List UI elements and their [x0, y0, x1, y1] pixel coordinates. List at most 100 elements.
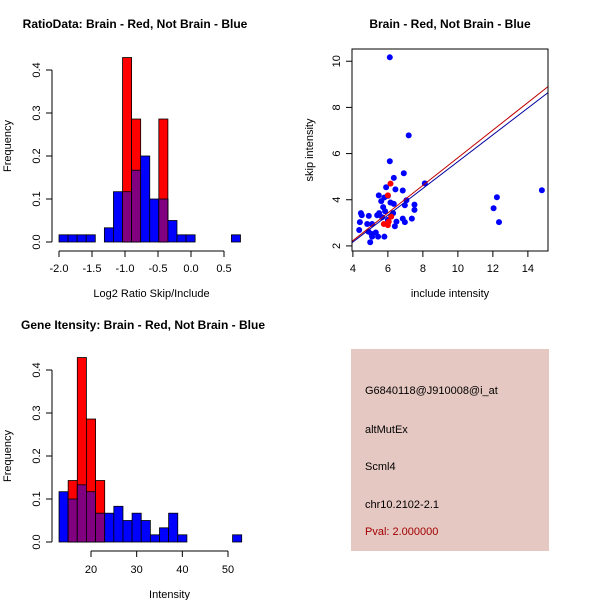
bar-overlap: [122, 191, 133, 243]
fit-line-brain: [352, 86, 548, 242]
y-tick-label: 4: [331, 197, 343, 203]
x-tick-label: 6: [385, 263, 391, 275]
bar-not-brain: [113, 505, 124, 543]
y-tick-label: 0.3: [31, 105, 43, 120]
x-axis-label: Intensity: [149, 589, 190, 600]
bar-not-brain: [104, 512, 115, 543]
y-tick-label: 0.2: [31, 148, 43, 163]
bar-not-brain: [103, 227, 114, 243]
x-tick-label: -1.0: [116, 263, 135, 275]
point-not-brain: [375, 233, 382, 240]
x-axis-label: include intensity: [411, 288, 490, 300]
x-tick-label: 0.0: [183, 263, 198, 275]
x-tick-label: -2.0: [50, 263, 69, 275]
point-not-brain: [401, 202, 408, 209]
point-not-brain: [391, 223, 398, 230]
point-not-brain: [374, 212, 381, 219]
fit-line-not-brain: [352, 92, 548, 244]
x-tick-label: 4: [350, 263, 356, 275]
bar-not-brain: [58, 491, 69, 543]
point-not-brain: [411, 201, 418, 208]
point-not-brain: [358, 212, 365, 219]
bar-not-brain: [140, 520, 151, 543]
point-brain: [385, 218, 392, 225]
bar-not-brain: [85, 234, 96, 243]
y-tick-label: 0.2: [31, 448, 43, 463]
bar-not-brain: [168, 512, 179, 543]
y-tick-label: 0.0: [31, 534, 43, 549]
bar-overlap: [131, 169, 142, 243]
y-tick-label: 0.4: [31, 362, 43, 377]
point-not-brain: [399, 187, 406, 194]
bar-not-brain: [122, 520, 133, 543]
y-axis-label: Frequency: [2, 120, 14, 172]
point-not-brain: [356, 226, 363, 233]
point-not-brain: [400, 170, 407, 177]
y-tick-label: 6: [331, 151, 343, 157]
chart-title: Brain - Red, Not Brain - Blue: [369, 17, 531, 31]
point-not-brain: [538, 187, 545, 194]
point-brain: [384, 192, 391, 199]
probe-id: G6840118@J910008@i_at: [365, 385, 498, 397]
x-axis-label: Log2 Ratio Skip/Include: [93, 288, 209, 300]
x-tick-label: 8: [420, 263, 426, 275]
y-axis-label: skip intensity: [304, 118, 316, 181]
point-not-brain: [382, 208, 389, 215]
gene-name: Scml4: [365, 461, 396, 473]
point-not-brain: [369, 220, 376, 227]
bar-not-brain: [167, 220, 178, 243]
point-not-brain: [401, 219, 408, 226]
y-tick-label: 2: [331, 243, 343, 249]
chrom-location: chr10.2102-2.1: [365, 499, 439, 511]
point-not-brain: [490, 205, 497, 212]
x-tick-label: 30: [131, 564, 143, 576]
x-tick-label: 20: [85, 564, 97, 576]
bar-not-brain: [58, 234, 69, 243]
x-tick-label: 40: [176, 564, 188, 576]
point-brain: [387, 180, 394, 187]
point-not-brain: [386, 54, 393, 61]
x-tick-label: 10: [452, 263, 464, 275]
bar-overlap: [76, 484, 87, 543]
bar-not-brain: [67, 234, 78, 243]
y-tick-label: 0.3: [31, 405, 43, 420]
bar-overlap: [158, 198, 169, 243]
bar-not-brain: [232, 534, 243, 543]
y-axis-label: Frequency: [2, 430, 14, 482]
y-tick-label: 0.0: [31, 234, 43, 249]
y-tick-label: 0.1: [31, 191, 43, 206]
bar-overlap: [95, 512, 106, 543]
chart-title: RatioData: Brain - Red, Not Brain - Blue: [23, 17, 248, 31]
bar-not-brain: [113, 191, 123, 243]
bar-not-brain: [159, 527, 170, 543]
bar-not-brain: [185, 234, 196, 243]
x-tick-label: 50: [222, 564, 234, 576]
x-tick-label: -1.5: [83, 263, 102, 275]
x-tick-label: 0.5: [216, 263, 231, 275]
chart-title: Gene Itensity: Brain - Red, Not Brain - …: [21, 318, 265, 332]
point-not-brain: [493, 194, 500, 201]
point-not-brain: [369, 233, 376, 240]
point-not-brain: [390, 174, 397, 181]
bar-overlap: [67, 498, 78, 543]
point-not-brain: [496, 219, 502, 226]
y-tick-label: 10: [331, 55, 343, 67]
x-tick-label: 14: [522, 263, 534, 275]
point-not-brain: [383, 184, 390, 191]
bar-not-brain: [131, 512, 142, 543]
p-value: Pval: 2.000000: [365, 526, 439, 538]
point-not-brain: [390, 200, 397, 207]
bar-not-brain: [177, 534, 188, 543]
bar-overlap: [86, 491, 96, 543]
point-not-brain: [365, 212, 372, 219]
plot-box: [351, 48, 549, 252]
point-not-brain: [375, 192, 382, 199]
point-not-brain: [411, 206, 418, 213]
point-not-brain: [381, 233, 388, 240]
y-tick-label: 8: [331, 104, 343, 110]
bar-not-brain: [76, 234, 87, 243]
point-not-brain: [393, 218, 400, 225]
info-panel: G6840118@J910008@i_at altMutEx Scml4 chr…: [351, 349, 549, 551]
